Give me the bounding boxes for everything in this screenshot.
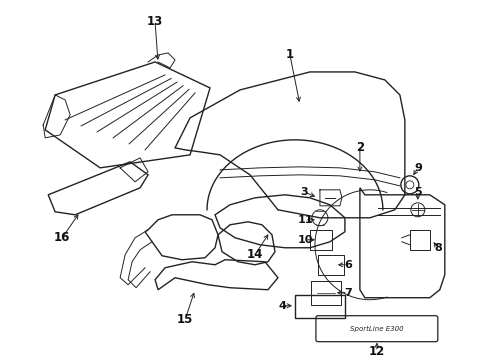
Text: 6: 6 (344, 260, 352, 270)
Text: 8: 8 (434, 243, 441, 253)
Text: 13: 13 (147, 15, 163, 28)
Text: 14: 14 (247, 248, 263, 261)
Text: 9: 9 (414, 163, 422, 173)
Text: 5: 5 (414, 187, 422, 197)
Text: 10: 10 (297, 235, 313, 245)
Text: SportLine E300: SportLine E300 (350, 326, 404, 332)
Text: 12: 12 (369, 345, 385, 358)
Text: 16: 16 (54, 231, 71, 244)
Text: 1: 1 (286, 49, 294, 62)
Text: 15: 15 (177, 313, 193, 326)
Text: 3: 3 (300, 187, 308, 197)
Text: 2: 2 (356, 141, 364, 154)
Text: 7: 7 (344, 288, 352, 298)
Text: 11: 11 (297, 215, 313, 225)
Text: 4: 4 (278, 301, 286, 311)
